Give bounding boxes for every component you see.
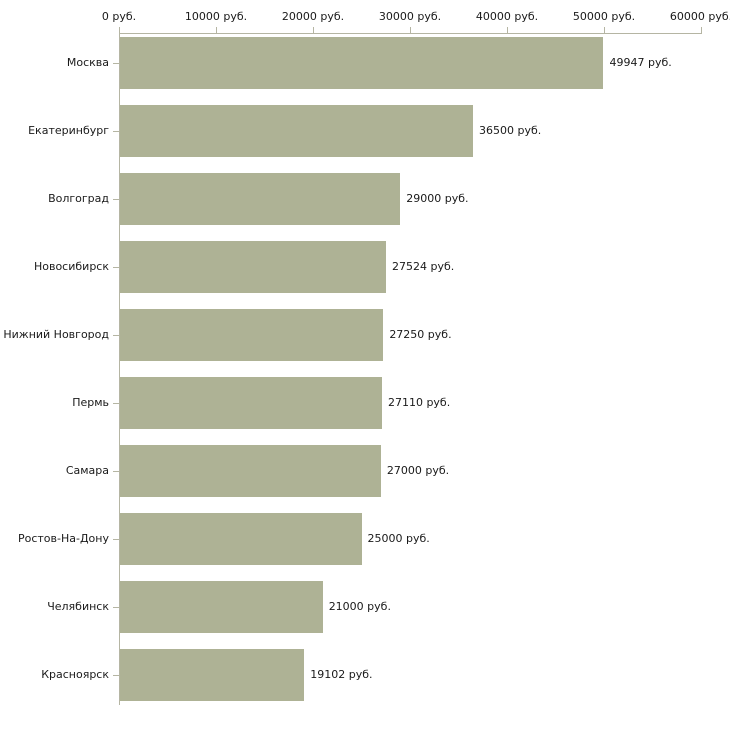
bar-value-label: 27250 руб.	[389, 328, 452, 341]
x-axis-tick	[604, 27, 605, 34]
category-label: Ростов-На-Дону	[17, 532, 109, 545]
y-axis-tick	[113, 63, 119, 64]
bar[interactable]	[120, 173, 401, 225]
y-axis-tick	[113, 539, 119, 540]
bar[interactable]	[120, 241, 386, 293]
x-axis-tick-label: 20000 руб.	[281, 10, 345, 23]
bar[interactable]	[120, 649, 305, 701]
category-label: Москва	[66, 56, 109, 69]
y-axis-line	[119, 30, 120, 705]
x-axis-tick	[313, 27, 314, 34]
x-axis-tick	[216, 27, 217, 34]
bar-value-label: 29000 руб.	[406, 192, 469, 205]
bar[interactable]	[120, 377, 382, 429]
x-axis-tick-label: 40000 руб.	[475, 10, 539, 23]
bar[interactable]	[120, 513, 362, 565]
x-axis-tick	[119, 27, 120, 34]
x-axis-tick-label: 50000 руб.	[572, 10, 636, 23]
x-axis-tick-label: 10000 руб.	[184, 10, 248, 23]
y-axis-tick	[113, 131, 119, 132]
category-label: Красноярск	[41, 668, 109, 681]
bar[interactable]	[120, 309, 384, 361]
category-label: Екатеринбург	[28, 124, 109, 137]
y-axis-tick	[113, 607, 119, 608]
y-axis-tick	[113, 199, 119, 200]
bar-value-label: 49947 руб.	[609, 56, 672, 69]
bar-value-label: 25000 руб.	[367, 532, 430, 545]
bar-value-label: 27110 руб.	[387, 396, 451, 409]
y-axis-tick	[113, 403, 119, 404]
y-axis-tick	[113, 267, 119, 268]
x-axis-tick-label: 60000 руб.	[669, 10, 730, 23]
category-label: Волгоград	[48, 192, 109, 205]
bar[interactable]	[120, 37, 604, 89]
bar[interactable]	[120, 105, 474, 157]
bar-value-label: 19102 руб.	[310, 668, 373, 681]
bar-value-label: 36500 руб.	[479, 124, 542, 137]
bar-value-label: 21000 руб.	[328, 600, 391, 613]
bar-value-label: 27524 руб.	[391, 260, 455, 273]
bar[interactable]	[120, 581, 323, 633]
x-axis-tick	[701, 27, 702, 34]
y-axis-tick	[113, 335, 119, 336]
category-label: Пермь	[72, 396, 109, 409]
category-label: Нижний Новгород	[3, 328, 109, 341]
category-label: Самара	[65, 464, 109, 477]
bar-value-label: 27000 руб.	[386, 464, 450, 477]
category-label: Новосибирск	[33, 260, 109, 273]
category-label: Челябинск	[47, 600, 109, 613]
x-axis-tick	[410, 27, 411, 34]
bar[interactable]	[120, 445, 381, 497]
y-axis-tick	[113, 471, 119, 472]
x-axis-tick-label: 0 руб.	[101, 10, 137, 23]
y-axis-tick	[113, 675, 119, 676]
x-axis-tick-label: 30000 руб.	[378, 10, 442, 23]
x-axis-tick	[507, 27, 508, 34]
